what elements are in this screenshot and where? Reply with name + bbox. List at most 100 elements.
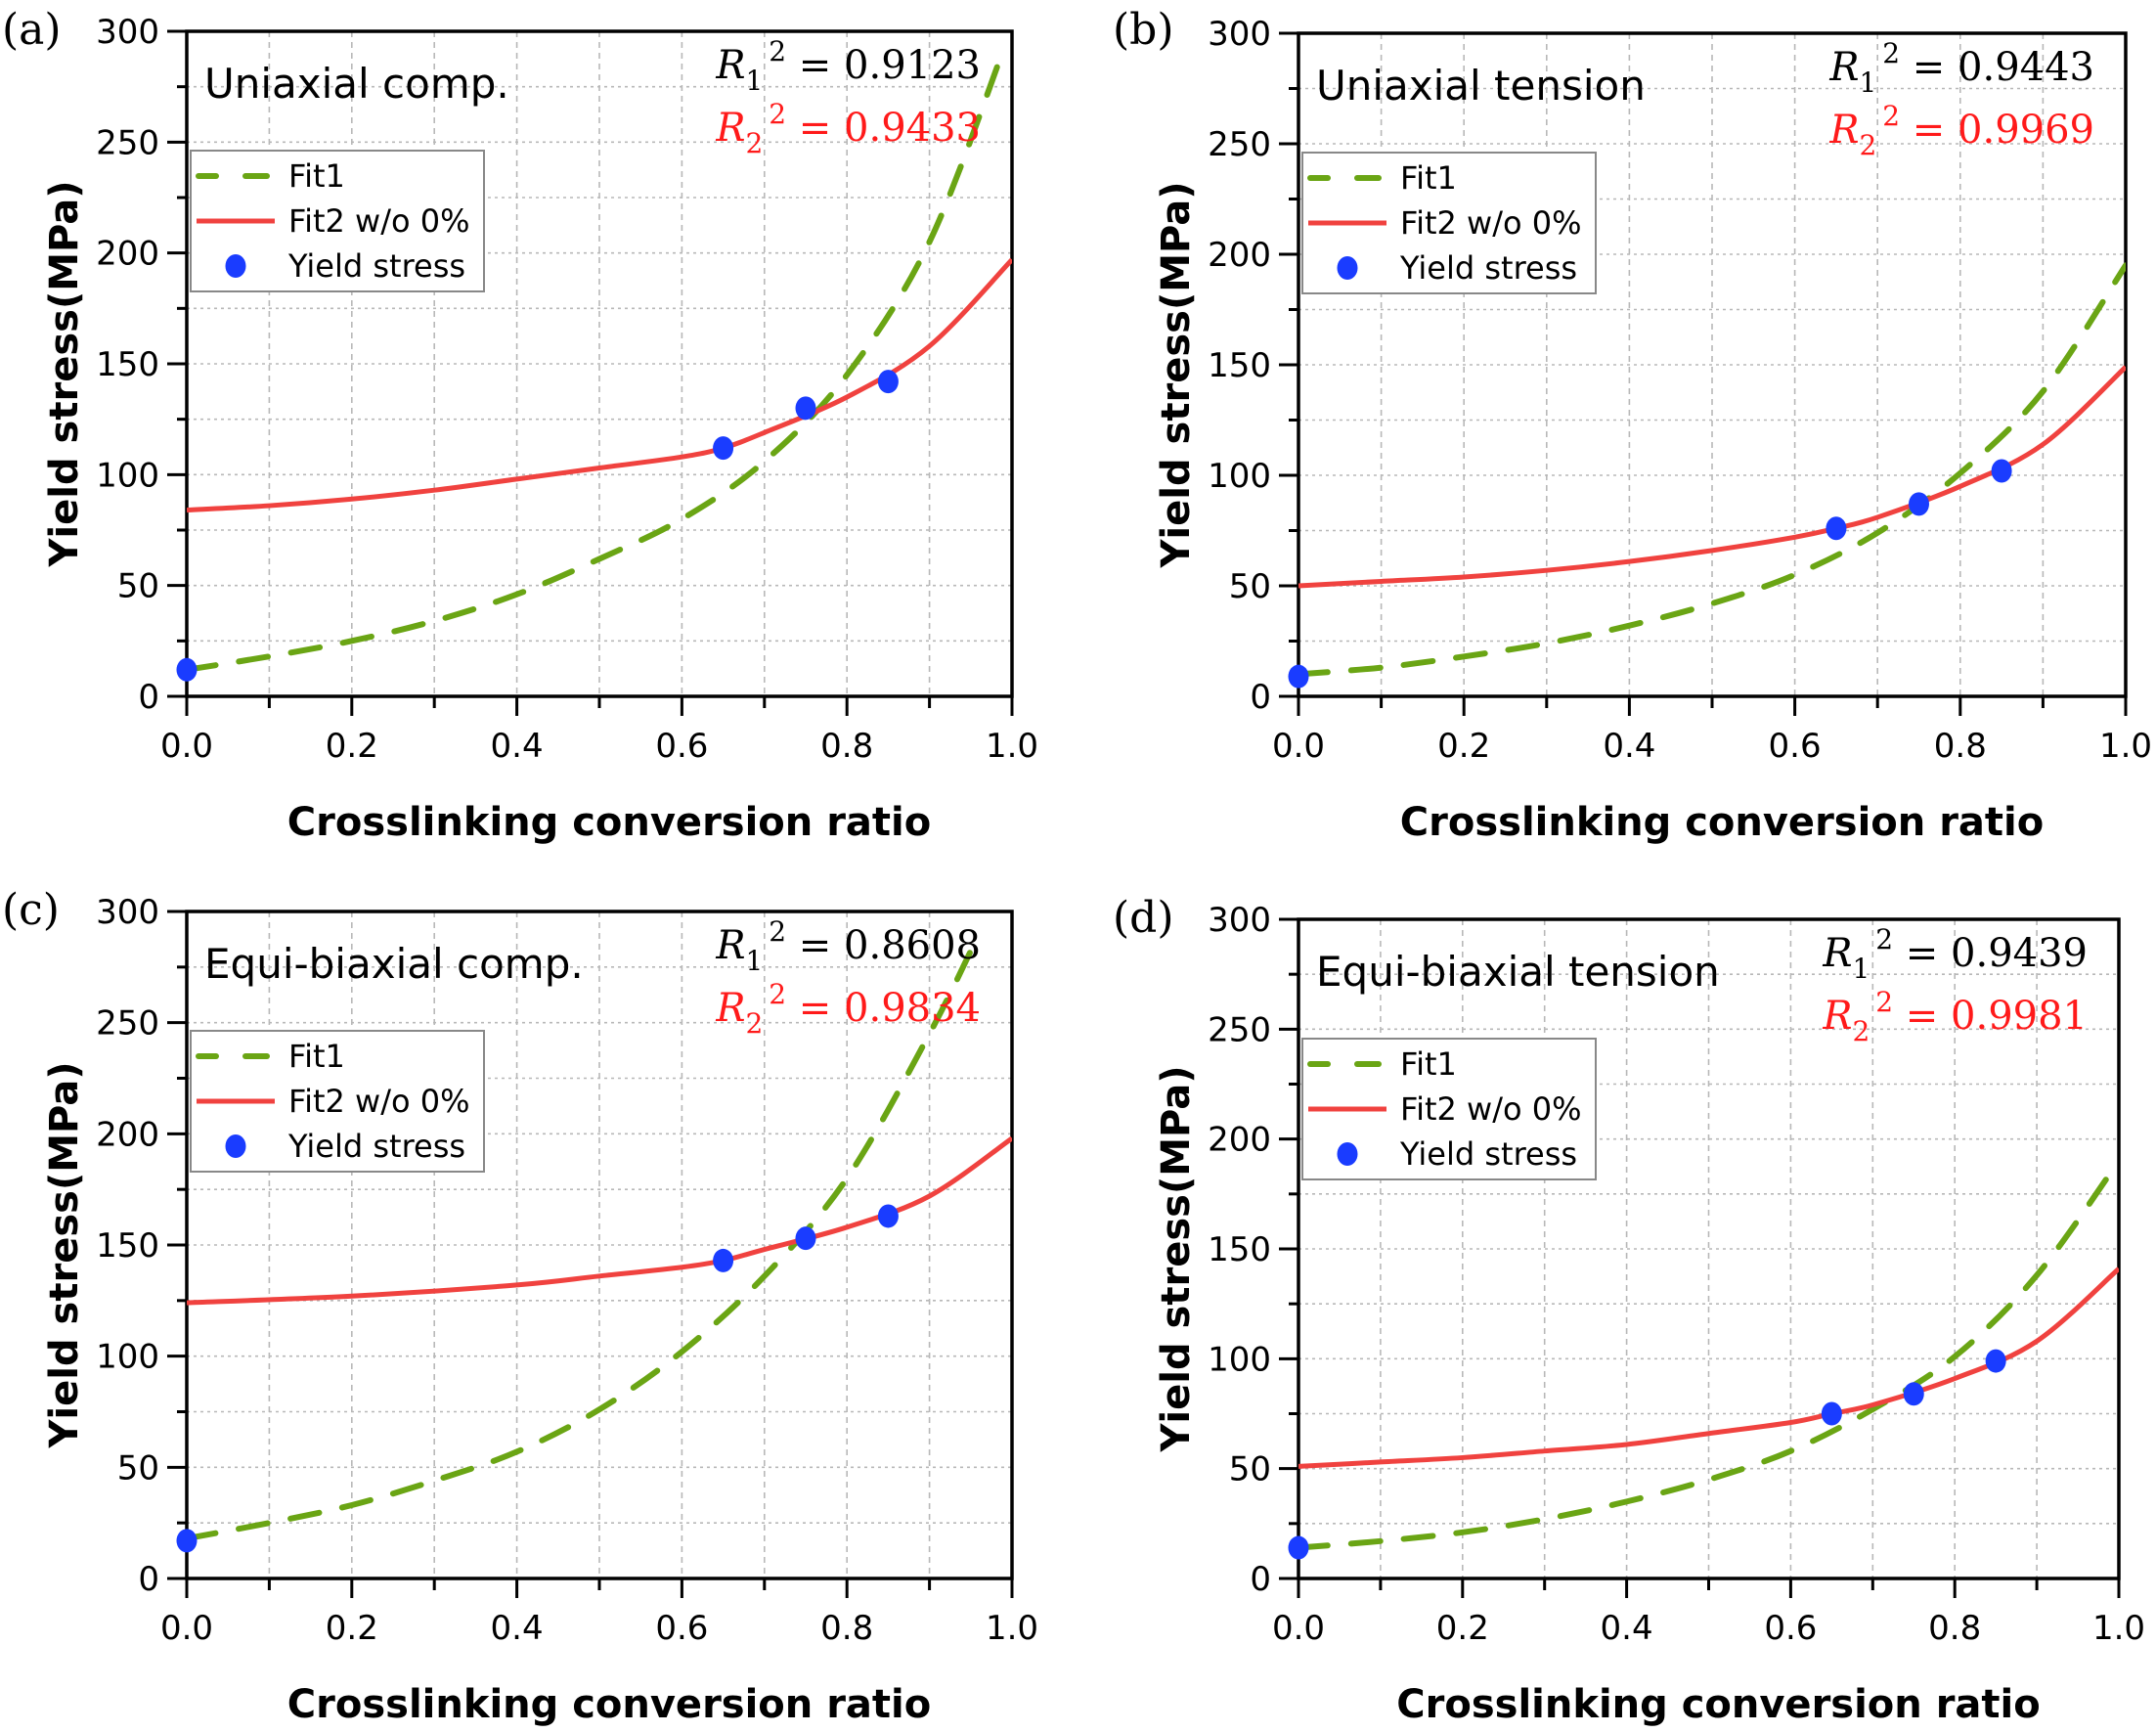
legend-label-fit2: Fit2 w/o 0%: [288, 202, 470, 240]
y-tick-label: 150: [1208, 1230, 1271, 1269]
r2-fit1: R12 = 0.9443: [1828, 37, 2094, 99]
data-point: [1903, 1382, 1924, 1406]
panel-label: (c): [2, 885, 60, 935]
r2-fit2: R22 = 0.9969: [1828, 100, 2094, 161]
x-tick-label: 0.8: [820, 1609, 873, 1648]
x-tick-label: 0.2: [1436, 1609, 1489, 1648]
r2-fit2: R22 = 0.9834: [715, 978, 981, 1040]
x-tick-label: 0.4: [491, 1609, 544, 1648]
y-tick-label: 100: [96, 456, 159, 495]
legend-label-fit1: Fit1: [288, 1038, 345, 1075]
fit1-curve: [187, 46, 1007, 673]
fit1-curve: [1298, 262, 2126, 678]
data-point: [1985, 1349, 2006, 1373]
legend: Fit1 Fit2 w/o 0% Yield stress: [1301, 152, 1597, 294]
y-tick-label: 300: [1208, 901, 1271, 940]
chart-panel-b: 0.0 0.2 0.4 0.6 0.8 1.0 0 50 100 150 200 250 300 Cros…: [1113, 5, 2152, 845]
y-tick-label: 50: [117, 567, 159, 606]
panel-title: Equi-biaxial tension: [1316, 948, 1720, 996]
legend-points-swatch: [225, 1134, 246, 1158]
x-axis-title: Crosslinking conversion ratio: [287, 800, 931, 845]
legend-label-fit2: Fit2 w/o 0%: [1400, 1090, 1582, 1128]
x-tick-label: 0.2: [326, 1609, 378, 1648]
y-axis-title: Yield stress(MPa): [1154, 1065, 1199, 1452]
legend-points-swatch: [225, 254, 246, 278]
fit2-curve: [1298, 365, 2126, 589]
x-tick-label: 0.8: [820, 727, 873, 766]
data-point: [1826, 516, 1847, 541]
legend-label-fit2: Fit2 w/o 0%: [288, 1083, 470, 1120]
y-tick-label: 50: [1229, 567, 1271, 606]
data-point: [877, 1204, 899, 1228]
chart-panel-a: 0.0 0.2 0.4 0.6 0.8 1.0 0 50 100 150 200 250 300 Cros…: [2, 5, 1038, 845]
y-tick-label: 250: [1208, 1010, 1271, 1049]
x-tick-label: 0.6: [1764, 1609, 1817, 1648]
x-axis-title: Crosslinking conversion ratio: [1396, 1682, 2040, 1727]
y-tick-label: 250: [96, 123, 159, 162]
data-point: [1288, 1535, 1309, 1560]
legend: Fit1 Fit2 w/o 0% Yield stress: [1301, 1038, 1597, 1180]
y-tick-label: 0: [1250, 1560, 1271, 1599]
panel-title: Uniaxial tension: [1316, 62, 1646, 110]
legend-label-points: Yield stress: [1399, 1135, 1577, 1173]
legend-label-points: Yield stress: [287, 1128, 465, 1165]
fit1-curve: [187, 930, 983, 1542]
r2-fit1: R12 = 0.9123: [715, 35, 981, 97]
y-tick-label: 100: [96, 1338, 159, 1377]
x-tick-label: 0.8: [1934, 727, 1987, 766]
data-point: [713, 436, 734, 461]
data-point: [1991, 459, 2012, 483]
x-tick-label: 0.6: [1769, 727, 1822, 766]
y-axis-title: Yield stress(MPa): [42, 180, 87, 567]
panel-label: (d): [1113, 893, 1174, 943]
r2-fit1: R12 = 0.9439: [1822, 923, 2088, 985]
legend-points-swatch: [1337, 1142, 1358, 1166]
y-tick-label: 300: [96, 893, 159, 932]
x-tick-label: 1.0: [986, 727, 1038, 766]
fit2-curve: [187, 257, 1012, 513]
data-point: [1288, 664, 1309, 689]
x-tick-label: 0.4: [1601, 1609, 1653, 1648]
panel-title: Equi-biaxial comp.: [204, 940, 584, 988]
panel-title: Uniaxial comp.: [204, 60, 509, 108]
y-tick-label: 0: [138, 1560, 159, 1599]
y-tick-label: 300: [96, 13, 159, 52]
y-tick-label: 150: [1208, 346, 1271, 385]
y-tick-label: 100: [1208, 457, 1271, 496]
grid: [1298, 919, 2119, 1578]
x-tick-label: 1.0: [2099, 727, 2152, 766]
grid: [187, 31, 1012, 696]
legend: Fit1 Fit2 w/o 0% Yield stress: [190, 150, 485, 292]
panel-label: (b): [1113, 5, 1174, 55]
x-tick-label: 0.2: [1437, 727, 1490, 766]
fit1-curve: [1298, 1158, 2119, 1551]
y-tick-label: 150: [96, 1226, 159, 1266]
y-tick-label: 200: [96, 235, 159, 274]
x-tick-label: 1.0: [2092, 1609, 2145, 1648]
data-point: [176, 1529, 198, 1553]
r2-fit2: R22 = 0.9981: [1822, 986, 2088, 1047]
x-tick-label: 0.6: [655, 727, 708, 766]
y-tick-label: 250: [1208, 125, 1271, 164]
legend-label-fit1: Fit1: [1400, 159, 1457, 197]
x-axis-title: Crosslinking conversion ratio: [287, 1682, 931, 1727]
x-tick-label: 0.8: [1928, 1609, 1981, 1648]
x-axis-title: Crosslinking conversion ratio: [1400, 800, 2044, 845]
legend-label-fit1: Fit1: [288, 157, 345, 195]
y-axis-title: Yield stress(MPa): [42, 1061, 87, 1448]
fit2-curve: [1298, 1266, 2119, 1469]
r2-fit2: R22 = 0.9433: [715, 98, 981, 159]
y-tick-label: 200: [1208, 1121, 1271, 1160]
chart-panel-c: 0.0 0.2 0.4 0.6 0.8 1.0 0 50 100 150 200 250 300 Cros…: [2, 885, 1038, 1727]
x-tick-label: 0.0: [160, 1609, 213, 1648]
y-tick-label: 100: [1208, 1340, 1271, 1379]
data-point: [877, 370, 899, 394]
grid: [1298, 33, 2126, 696]
data-point: [176, 657, 198, 682]
legend-label-points: Yield stress: [1399, 249, 1577, 287]
r2-fit1: R12 = 0.8608: [715, 915, 981, 977]
data-point: [795, 1226, 816, 1251]
data-point: [795, 396, 816, 421]
data-point: [1821, 1401, 1842, 1426]
